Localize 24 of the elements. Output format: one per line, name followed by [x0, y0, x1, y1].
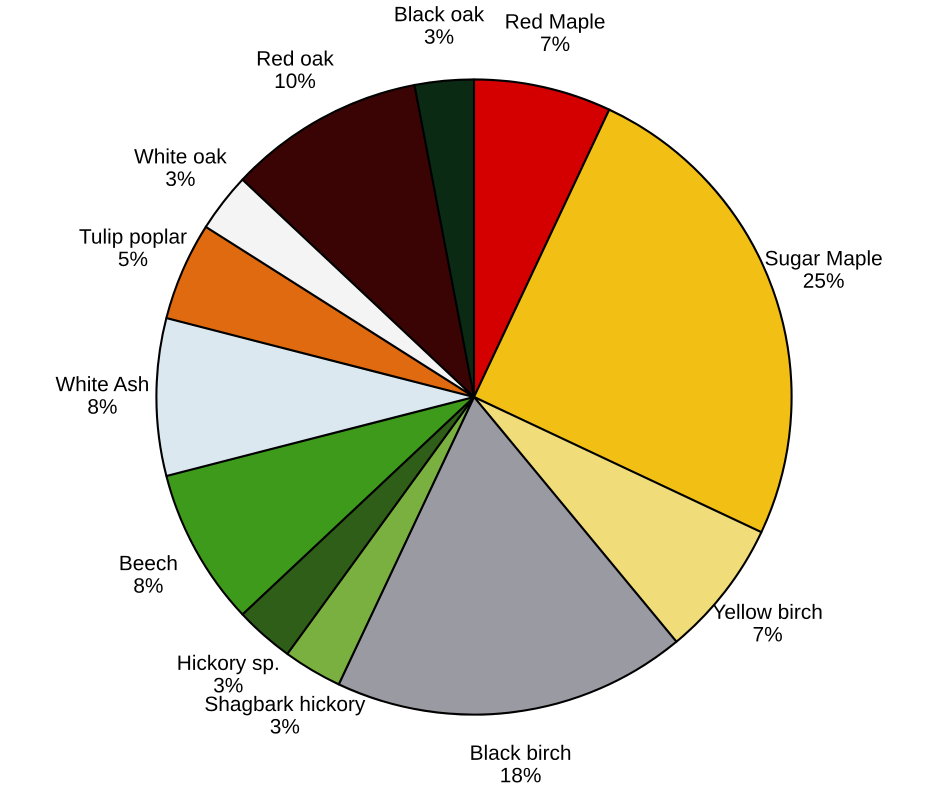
data-label: 18%	[501, 768, 541, 782]
slice-label: Tulip poplar	[79, 228, 187, 248]
data-label: 8%	[134, 578, 163, 593]
slice-label: Red Maple	[506, 13, 605, 33]
slice-label: Sugar Maple	[766, 250, 882, 270]
slice-label: Beech	[120, 555, 177, 570]
data-label: 3%	[424, 29, 454, 44]
slice-label: Hickory sp.	[178, 654, 278, 674]
slice-label: Black oak	[396, 6, 484, 22]
slice-label: Shagbark hickory	[205, 696, 366, 716]
data-label: 10%	[276, 73, 316, 88]
data-label: 7%	[754, 626, 782, 642]
data-label: 3%	[270, 718, 300, 734]
slice-label: White oak	[134, 148, 227, 164]
data-label: 25%	[804, 273, 844, 288]
slice-label: Red oak	[258, 50, 334, 66]
data-label: 8%	[88, 399, 117, 414]
slice-label: Yellow birch	[712, 604, 822, 620]
data-label: 3%	[166, 171, 195, 186]
data-label: 5%	[118, 252, 148, 266]
slice-label: White Ash	[56, 376, 148, 392]
data-label: 7%	[541, 36, 570, 52]
data-label: 3%	[214, 678, 243, 693]
slice-label: Black birch	[471, 744, 570, 760]
